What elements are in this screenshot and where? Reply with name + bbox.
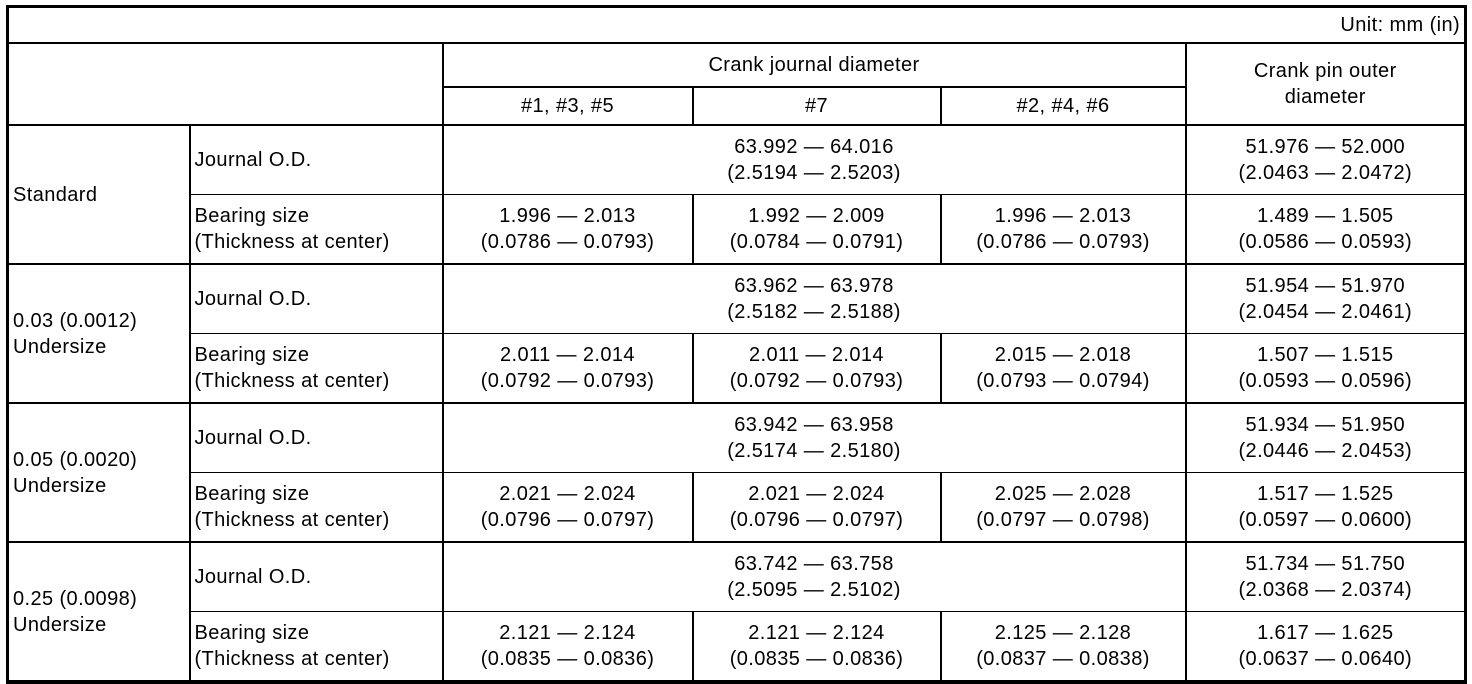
value-005-pin-od: 51.934 — 51.950 (2.0446 — 2.0453) [1184, 402, 1467, 473]
value-025-bearing-7: 2.121 — 2.124 (0.0835 — 0.0836) [691, 611, 942, 683]
row-label-journal-od: Journal O.D. [188, 124, 444, 195]
row-label-bearing-size: Bearing size (Thickness at center) [188, 611, 444, 683]
unit-row: Unit: mm (in) [6, 5, 1467, 44]
row-label-journal-od: Journal O.D. [188, 263, 444, 334]
header-row-2: #1, #3, #5 #7 #2, #4, #6 [8, 86, 1466, 126]
row-003-journal-od: 0.03 (0.0012) Undersize Journal O.D. 63.… [6, 263, 1467, 404]
header-journal-1-3-5: #1, #3, #5 [441, 86, 694, 126]
section-label-005-undersize: 0.05 (0.0020) Undersize [6, 402, 191, 543]
spec-page: Unit: mm (in) Crank journal diameter Cra… [6, 5, 1468, 684]
header-empty-cell [6, 42, 444, 126]
value-standard-pin-od: 51.976 — 52.000 (2.0463 — 2.0472) [1184, 124, 1467, 195]
value-standard-bearing-135: 1.996 — 2.013 (0.0786 — 0.0793) [441, 194, 694, 265]
row-005-journal-od: 0.05 (0.0020) Undersize Journal O.D. 63.… [6, 402, 1467, 543]
value-005-pin-bearing: 1.517 — 1.525 (0.0597 — 0.0600) [1184, 472, 1467, 543]
header-crank-pin-outer-diameter: Crank pin outer diameter [1184, 42, 1467, 126]
section-label-003-undersize: 0.03 (0.0012) Undersize [6, 263, 191, 404]
value-025-pin-bearing: 1.617 — 1.625 (0.0637 — 0.0640) [1184, 611, 1467, 683]
header-row-1: Crank journal diameter Crank pin outer d… [6, 42, 1467, 126]
value-005-bearing-7: 2.021 — 2.024 (0.0796 — 0.0797) [691, 472, 942, 543]
header-crank-pin-line2: diameter [1284, 86, 1366, 108]
row-label-bearing-size: Bearing size (Thickness at center) [188, 472, 444, 543]
value-025-journal-od: 63.742 — 63.758 (2.5095 — 2.5102) [441, 541, 1187, 612]
value-005-bearing-246: 2.025 — 2.028 (0.0797 — 0.0798) [939, 472, 1187, 543]
row-label-journal-od: Journal O.D. [188, 541, 444, 612]
value-005-journal-od: 63.942 — 63.958 (2.5174 — 2.5180) [441, 402, 1187, 473]
value-005-bearing-135: 2.021 — 2.024 (0.0796 — 0.0797) [441, 472, 694, 543]
value-standard-bearing-246: 1.996 — 2.013 (0.0786 — 0.0793) [939, 194, 1187, 265]
header-journal-2-4-6: #2, #4, #6 [939, 86, 1187, 126]
header-crank-pin-line1: Crank pin outer [1253, 60, 1397, 82]
value-003-journal-od: 63.962 — 63.978 (2.5182 — 2.5188) [441, 263, 1187, 334]
row-005-bearing: Bearing size (Thickness at center) 2.021… [8, 472, 1467, 543]
header-crank-journal-diameter: Crank journal diameter [441, 42, 1187, 88]
row-025-bearing: Bearing size (Thickness at center) 2.121… [8, 611, 1467, 683]
section-label-standard: Standard [6, 124, 191, 265]
unit-label: Unit: mm (in) [6, 5, 1467, 44]
row-025-journal-od: 0.25 (0.0098) Undersize Journal O.D. 63.… [6, 541, 1467, 683]
crankshaft-spec-table: Unit: mm (in) Crank journal diameter Cra… [6, 5, 1468, 684]
row-standard-bearing: Bearing size (Thickness at center) 1.996… [8, 194, 1467, 265]
row-label-bearing-size: Bearing size (Thickness at center) [188, 333, 444, 404]
value-standard-bearing-7: 1.992 — 2.009 (0.0784 — 0.0791) [691, 194, 942, 265]
header-journal-7: #7 [691, 86, 942, 126]
value-standard-pin-bearing: 1.489 — 1.505 (0.0586 — 0.0593) [1184, 194, 1467, 265]
value-003-pin-od: 51.954 — 51.970 (2.0454 — 2.0461) [1184, 263, 1467, 334]
section-label-025-undersize: 0.25 (0.0098) Undersize [6, 541, 191, 683]
value-025-bearing-246: 2.125 — 2.128 (0.0837 — 0.0838) [939, 611, 1187, 683]
value-003-bearing-246: 2.015 — 2.018 (0.0793 — 0.0794) [939, 333, 1187, 404]
row-label-bearing-size: Bearing size (Thickness at center) [188, 194, 444, 265]
row-label-journal-od: Journal O.D. [188, 402, 444, 473]
value-025-pin-od: 51.734 — 51.750 (2.0368 — 2.0374) [1184, 541, 1467, 612]
row-standard-journal-od: Standard Journal O.D. 63.992 — 64.016 (2… [6, 124, 1467, 265]
row-003-bearing: Bearing size (Thickness at center) 2.011… [8, 333, 1467, 404]
value-003-pin-bearing: 1.507 — 1.515 (0.0593 — 0.0596) [1184, 333, 1467, 404]
value-025-bearing-135: 2.121 — 2.124 (0.0835 — 0.0836) [441, 611, 694, 683]
value-003-bearing-7: 2.011 — 2.014 (0.0792 — 0.0793) [691, 333, 942, 404]
value-standard-journal-od: 63.992 — 64.016 (2.5194 — 2.5203) [441, 124, 1187, 195]
value-003-bearing-135: 2.011 — 2.014 (0.0792 — 0.0793) [441, 333, 694, 404]
